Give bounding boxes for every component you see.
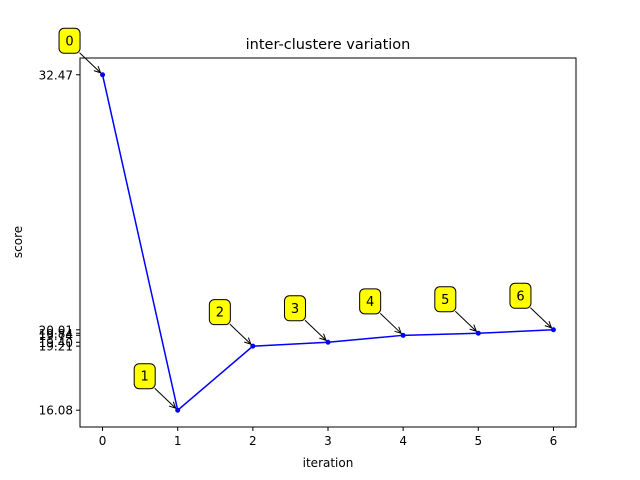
annotation-box [509,282,532,309]
annotation-box [208,299,231,326]
y-tick-label: 19.74 [39,329,73,343]
y-tick-label: 19.84 [39,327,73,341]
x-tick-label: 4 [399,434,407,448]
annotation-box [133,363,156,390]
annotation-arrowhead [394,326,402,335]
x-tick-label: 5 [474,434,482,448]
y-tick-label: 16.08 [39,404,73,418]
series-line-group [100,72,556,413]
annotation-arrow [530,307,552,329]
x-tick-label: 2 [249,434,257,448]
point-annotation: 6 [509,282,553,329]
annotation-arrowhead [168,401,177,410]
annotation-arrow [454,310,477,332]
y-tick-label: 19.40 [39,336,73,350]
annotation-arrowhead [93,66,102,74]
point-annotation: 1 [133,363,177,410]
annotation-label: 5 [441,293,449,308]
annotation-arrowhead [544,321,553,329]
y-axis-label: score [11,226,25,258]
x-tick-label: 0 [99,434,107,448]
annotation-label: 4 [366,295,374,310]
annotation-arrow [79,52,101,74]
point-annotation: 2 [208,299,252,345]
annotation-box [359,288,382,315]
annotation-group: 0 1 2 3 4 5 6 [58,27,553,410]
point-annotation: 3 [284,295,327,342]
point-annotation: 0 [58,27,102,74]
x-tick-label: 6 [550,434,558,448]
annotation-label: 1 [141,370,149,385]
x-axis: 0 1 2 3 4 5 6 [99,427,558,448]
chart-title: inter-clustere variation [246,37,411,53]
annotation-arrowhead [469,324,478,333]
point-annotation: 5 [434,286,478,333]
annotation-label: 2 [216,306,224,321]
annotation-box [434,286,457,313]
annotation-arrow [229,323,252,345]
annotation-label: 3 [291,302,299,317]
annotation-box [58,27,81,54]
annotation-arrowhead [319,333,327,342]
y-tick-label: 32.47 [39,68,73,82]
point-annotation: 4 [359,288,402,335]
annotation-label: 6 [516,289,524,304]
annotation-arrow [154,387,177,409]
annotation-box [284,295,306,322]
x-tick-label: 3 [324,434,332,448]
x-tick-label: 1 [174,434,182,448]
annotation-arrowhead [244,337,252,345]
annotation-arrow [379,312,402,334]
annotation-arrow [304,319,327,341]
series-line [101,74,554,412]
annotation-label: 0 [65,34,73,49]
y-tick-label: 20.01 [39,323,73,337]
x-axis-label: iteration [303,456,354,470]
y-tick-label: 19.21 [39,340,73,354]
